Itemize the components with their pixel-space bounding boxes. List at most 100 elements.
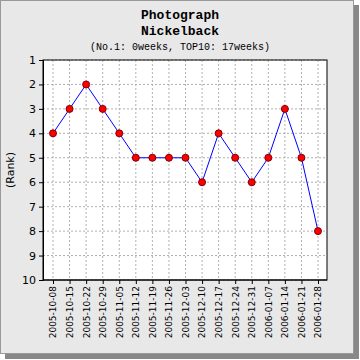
x-tick-label: 2005-12-17 <box>214 286 224 338</box>
grid-line <box>43 255 327 256</box>
marker <box>199 179 206 186</box>
grid-line <box>251 60 252 280</box>
grid-line <box>86 60 87 280</box>
x-tick-mark <box>252 280 253 284</box>
y-tick: 3 <box>29 103 43 116</box>
x-tick: 2005-12-10 <box>197 280 207 338</box>
title: Photograph <box>141 8 219 23</box>
x-tick: 2005-11-26 <box>164 280 174 338</box>
y-tick-label: 5 <box>29 152 36 165</box>
grid-line <box>301 60 302 280</box>
x-tick-mark <box>103 280 104 284</box>
x-tick: 2005-11-19 <box>148 280 158 338</box>
x-tick-label: 2006-01-07 <box>264 286 274 338</box>
y-tick-label: 4 <box>29 127 36 140</box>
marker <box>298 154 305 161</box>
grid-line <box>235 60 236 280</box>
x-tick-mark <box>186 280 187 284</box>
y-tick-mark <box>39 109 43 110</box>
x-tick-mark <box>53 280 54 284</box>
grid-line <box>284 60 285 280</box>
x-tick: 2005-10-22 <box>82 280 92 338</box>
subtitle: Nickelback <box>141 24 219 39</box>
x-tick-mark <box>318 280 319 284</box>
x-tick: 2006-01-21 <box>297 280 307 338</box>
grid-line <box>152 60 153 280</box>
marker <box>50 130 57 137</box>
y-tick: 1 <box>29 54 43 67</box>
y-tick-label: 6 <box>29 176 36 189</box>
x-tick-mark <box>86 280 87 284</box>
marker <box>248 179 255 186</box>
x-tick-mark <box>268 280 269 284</box>
grid-line <box>318 60 319 280</box>
x-tick-mark <box>119 280 120 284</box>
plot-border <box>43 60 327 280</box>
y-tick-label: 2 <box>29 78 36 91</box>
y-tick-mark <box>39 182 43 183</box>
grid-line <box>218 60 219 280</box>
y-tick-mark <box>39 158 43 159</box>
y-tick-mark <box>39 256 43 257</box>
x-tick-label: 2005-11-05 <box>115 286 125 338</box>
y-tick-label: 7 <box>29 201 36 214</box>
marker <box>66 105 73 112</box>
x-tick: 2005-12-24 <box>231 280 241 338</box>
x-tick-mark <box>136 280 137 284</box>
grid-line <box>185 60 186 280</box>
y-tick: 8 <box>29 225 43 238</box>
grid-line <box>43 206 327 207</box>
x-tick-label: 2006-01-28 <box>313 286 323 339</box>
x-tick-label: 2005-11-26 <box>164 286 174 339</box>
x-tick-label: 2005-12-24 <box>231 286 241 339</box>
x-tick: 2005-10-29 <box>98 280 108 338</box>
grid-line <box>102 60 103 280</box>
x-tick-mark <box>202 280 203 284</box>
x-tick-mark <box>285 280 286 284</box>
x-tick: 2005-12-03 <box>181 280 191 338</box>
x-tick: 2006-01-07 <box>264 280 274 338</box>
y-tick-mark <box>39 84 43 85</box>
y-tick: 10 <box>22 274 43 287</box>
x-tick-label: 2005-10-22 <box>82 286 92 338</box>
y-tick: 2 <box>29 78 43 91</box>
x-tick-label: 2005-11-12 <box>131 286 141 338</box>
chart: PhotographNickelback(No.1: 0weeks, TOP10… <box>0 0 360 360</box>
x-tick-mark <box>301 280 302 284</box>
y-tick-label: 3 <box>29 103 36 116</box>
plot-area <box>43 60 327 280</box>
x-tick-label: 2005-12-31 <box>247 286 257 338</box>
x-tick-mark <box>169 280 170 284</box>
x-tick-label: 2005-11-19 <box>148 286 158 339</box>
x-tick: 2005-10-15 <box>65 280 75 338</box>
marker <box>99 105 106 112</box>
y-tick: 5 <box>29 152 43 165</box>
marker <box>83 81 90 88</box>
grid-line <box>69 60 70 280</box>
data-layer <box>50 81 322 235</box>
grid-line <box>53 60 54 280</box>
y-tick-label: 1 <box>29 54 36 67</box>
x-tick: 2006-01-28 <box>313 280 323 338</box>
y-tick-mark <box>39 280 43 281</box>
x-tick-label: 2005-12-10 <box>197 286 207 339</box>
x-axis: 2005-10-08 2005-10-15 2005-10-22 2005-10-29… <box>43 280 327 338</box>
marker <box>132 154 139 161</box>
y-tick-mark <box>39 231 43 232</box>
marker <box>315 228 322 235</box>
y-tick-label: 10 <box>22 274 36 287</box>
y-axis-title: (Rank) <box>4 152 17 188</box>
marker <box>281 105 288 112</box>
x-tick-mark <box>152 280 153 284</box>
x-tick: 2005-11-05 <box>115 280 125 338</box>
grid-line <box>202 60 203 280</box>
grid-line <box>268 60 269 280</box>
x-tick: 2005-11-12 <box>131 280 141 338</box>
marker <box>232 154 239 161</box>
x-tick-label: 2005-10-29 <box>98 286 108 339</box>
x-tick-label: 2005-10-08 <box>48 286 58 339</box>
y-tick: 6 <box>29 176 43 189</box>
grid-line <box>119 60 120 280</box>
marker <box>265 154 272 161</box>
grid-line <box>43 231 327 232</box>
